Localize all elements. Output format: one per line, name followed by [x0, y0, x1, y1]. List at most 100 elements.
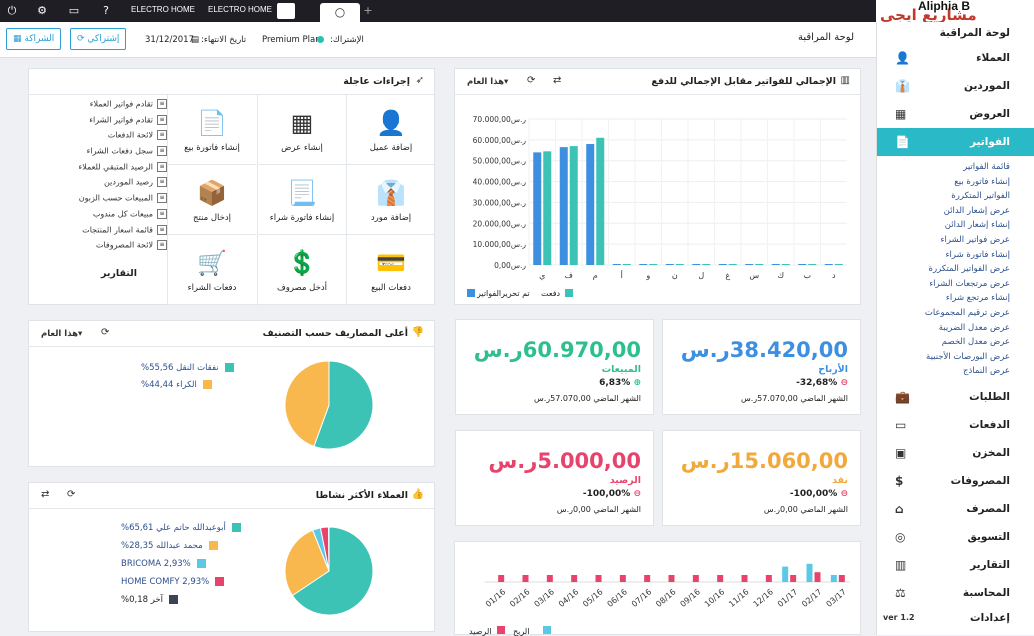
submenu-item[interactable]: عرض الفواتير المتكررة	[877, 262, 1034, 277]
submenu-item[interactable]: إنشاء مرتجع شراء	[877, 291, 1034, 306]
refresh-icon: ⟳	[77, 34, 87, 44]
x-tick-label: 05/16	[581, 587, 604, 609]
add-customer-action[interactable]: 👤إضافة عميل	[346, 95, 435, 165]
submenu-item[interactable]: الفواتير المتكررة	[877, 189, 1034, 204]
create-quote-action[interactable]: ▦إنشاء عرض	[257, 95, 346, 165]
submenu-item[interactable]: عرض البورصات الأجنبية	[877, 350, 1034, 365]
add-supplier-action[interactable]: 👔إضافة مورد	[346, 165, 435, 235]
period-dropdown[interactable]: ▾هذا العام	[41, 329, 82, 339]
sidebar-item-payments[interactable]: الدفعات▭	[877, 411, 1034, 439]
building-icon: ▦	[13, 34, 24, 44]
report-link[interactable]: ≡رصيد الموردين	[39, 177, 167, 193]
submenu-item[interactable]: عرض معدل الخصم	[877, 335, 1034, 350]
sidebar-item-marketing[interactable]: التسويق◎	[877, 523, 1034, 551]
panel-header: 👍 العملاء الأكثر نشاطا ⟳ ⇄	[29, 483, 434, 509]
quick-actions-grid: 👤إضافة عميل ▦إنشاء عرض 📄إنشاء فاتورة بيع…	[167, 95, 435, 305]
sidebar-item-label: المصروفات	[951, 475, 1010, 487]
swap-icon[interactable]: ⇄	[41, 489, 49, 500]
sidebar-item-orders[interactable]: الطلبات💼	[877, 383, 1034, 411]
submenu-item[interactable]: إنشاء فاتورة بيع	[877, 175, 1034, 190]
period-dropdown[interactable]: ▾هذا العام	[467, 77, 508, 87]
report-link[interactable]: ≡تقادم فواتير العملاء	[39, 99, 167, 115]
gear-icon[interactable]: ⚙	[34, 3, 50, 19]
swap-icon[interactable]: ⇄	[553, 75, 561, 86]
stat-value: 15.060,00ر.س	[681, 449, 848, 473]
report-link[interactable]: ≡مبيعات كل مندوب	[39, 209, 167, 225]
stat-value: 38.420,00ر.س	[681, 338, 848, 362]
submenu-item[interactable]: عرض معدل الضريبة	[877, 321, 1034, 336]
stat-percent: ⊖ 32,68%-	[796, 378, 848, 388]
report-link[interactable]: ≡الرصيد المتبقي للعملاء	[39, 162, 167, 178]
legend-item: الكراء 44,44%	[141, 380, 212, 390]
refresh-icon[interactable]: ⟳	[527, 75, 535, 86]
power-icon[interactable]: ⏻	[4, 3, 20, 19]
stat-previous: الشهر الماضي 57.070,00ر.س	[534, 394, 641, 403]
legend-swatch	[197, 559, 206, 568]
submenu-item[interactable]: قائمة الفواتير	[877, 160, 1034, 175]
sidebar-item-bank[interactable]: المصرف⌂	[877, 495, 1034, 523]
invoice-chart-panel: ▥ الإجمالي للفواتير مقابل الإجمالي للدفع…	[454, 68, 861, 305]
sidebar-item-customers[interactable]: العملاء👤	[877, 44, 1034, 72]
expenses-pie-chart	[279, 355, 379, 455]
subscription-button[interactable]: ⟳ إشتراكي	[70, 28, 126, 50]
customers-pie-chart	[279, 521, 379, 621]
document-icon: ≡	[157, 240, 167, 250]
sidebar-item-dashboard[interactable]: لوحة المراقبة	[877, 22, 1034, 44]
company-button[interactable]: ▦ الشراكة	[6, 28, 61, 50]
submenu-item[interactable]: إنشاء فاتورة شراء	[877, 248, 1034, 263]
create-purchase-invoice-action[interactable]: 📃إنشاء فاتورة شراء	[257, 165, 346, 235]
add-product-action[interactable]: 📦إدخال منتج	[167, 165, 256, 235]
sidebar-item-expenses[interactable]: المصروفات$	[877, 467, 1034, 495]
report-link[interactable]: ≡المبيعات حسب الزبون	[39, 193, 167, 209]
sidebar-item-label: العروض	[969, 108, 1010, 120]
y-tick-label: 60.000,00ر.س	[473, 136, 527, 145]
submenu-item[interactable]: عرض ترقيم المجموعات	[877, 306, 1034, 321]
x-tick-label: أ	[621, 270, 623, 280]
thumbs-up-icon: 👍	[412, 489, 424, 500]
submenu-item[interactable]: عرض إشعار الدائن	[877, 204, 1034, 219]
monitor-icon[interactable]: ▭	[66, 3, 82, 19]
y-tick-label: 20.000,00ر.س	[473, 219, 527, 228]
sidebar-item-accounting[interactable]: المحاسبة⚖	[877, 579, 1034, 607]
add-expense-action[interactable]: 💲أدخل مصروف	[257, 235, 346, 305]
new-tab-button[interactable]: +	[360, 3, 376, 19]
action-label: إدخال منتج	[168, 213, 256, 223]
submenu-item[interactable]: عرض فواتير الشراء	[877, 233, 1034, 248]
bar	[692, 264, 700, 265]
active-tab[interactable]: ○	[320, 3, 360, 22]
supplier-icon: 👔	[347, 179, 435, 207]
refresh-icon[interactable]: ⟳	[101, 327, 109, 338]
report-link[interactable]: ≡لائحة الدفعات	[39, 130, 167, 146]
bar	[560, 147, 568, 265]
sidebar-item-invoices[interactable]: الفواتير📄	[877, 128, 1034, 156]
purchase-payments-action[interactable]: 🛒دفعات الشراء	[167, 235, 256, 305]
help-icon[interactable]: ?	[98, 3, 114, 19]
report-link[interactable]: ≡سجل دفعات الشراء	[39, 146, 167, 162]
sales-payments-action[interactable]: 💳دفعات البيع	[346, 235, 435, 305]
bar	[782, 567, 788, 582]
document-icon: ≡	[157, 115, 167, 125]
sidebar-item-label: العملاء	[976, 52, 1010, 64]
thumbs-down-icon: 👎	[412, 327, 424, 338]
down-arrow-icon: ⊖	[633, 489, 641, 499]
bar	[649, 264, 657, 265]
bar	[798, 264, 806, 265]
stat-percent: ⊕ 6,83%	[599, 378, 641, 388]
sidebar-item-warehouse[interactable]: المخزن▣	[877, 439, 1034, 467]
submenu-item[interactable]: عرض مرتجعات الشراء	[877, 277, 1034, 292]
create-sales-invoice-action[interactable]: 📄إنشاء فاتورة بيع	[167, 95, 256, 165]
report-link[interactable]: ≡لائحة المصروفات	[39, 240, 167, 256]
submenu-item[interactable]: عرض النماذج	[877, 364, 1034, 379]
invoices-submenu: قائمة الفواتير إنشاء فاتورة بيع الفواتير…	[877, 156, 1034, 379]
submenu-item[interactable]: إنشاء إشعار الدائن	[877, 218, 1034, 233]
sidebar-item-reports[interactable]: التقارير▥	[877, 551, 1034, 579]
company-tab-1[interactable]: ELECTRO HOME	[131, 5, 195, 14]
refresh-icon[interactable]: ⟳	[67, 489, 75, 500]
legend-swatch	[169, 595, 178, 604]
company-tab-2[interactable]: ELECTRO HOME	[208, 5, 272, 14]
sidebar-item-suppliers[interactable]: الموردين👔	[877, 72, 1034, 100]
report-link[interactable]: ≡قائمة اسعار المنتجات	[39, 225, 167, 241]
sidebar-item-quotes[interactable]: العروض▦	[877, 100, 1034, 128]
report-link[interactable]: ≡تقادم فواتير الشراء	[39, 115, 167, 131]
